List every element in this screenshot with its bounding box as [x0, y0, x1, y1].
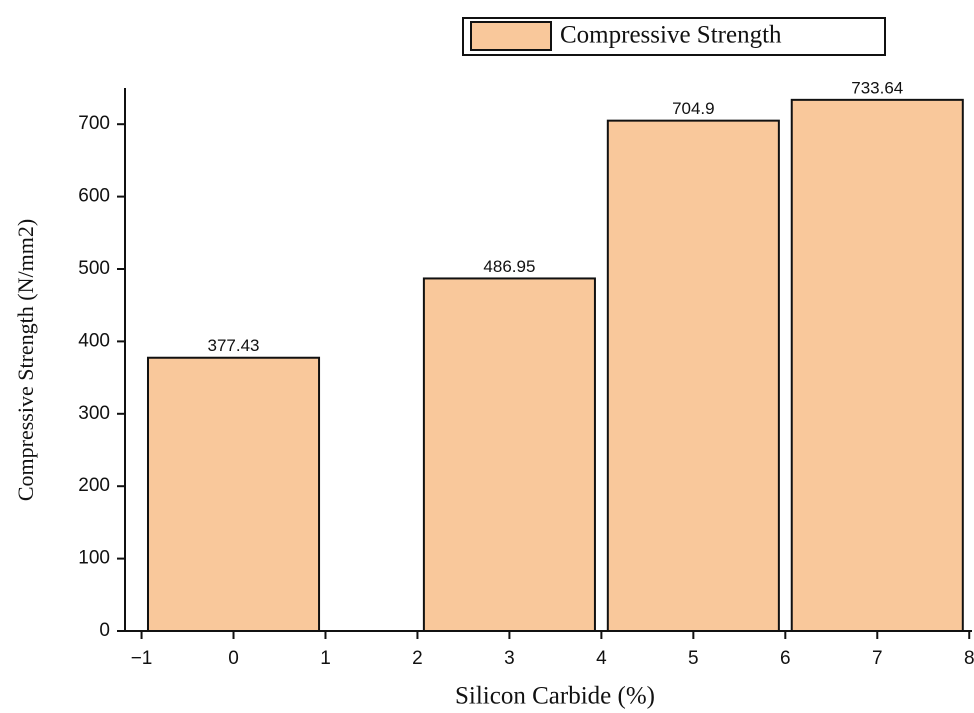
x-tick-label: 0	[228, 648, 239, 669]
y-tick-label: 400	[78, 330, 110, 351]
x-tick-label: −1	[131, 648, 153, 669]
bar	[146, 356, 321, 632]
legend-swatch	[470, 21, 552, 51]
bar	[790, 98, 964, 632]
y-tick-label: 700	[78, 113, 110, 134]
value-label: 733.64	[851, 78, 903, 97]
x-tick-label: 7	[872, 648, 883, 669]
bar	[422, 277, 596, 632]
bar	[606, 119, 780, 632]
y-tick-label: 600	[78, 186, 110, 207]
y-tick-label: 100	[78, 548, 110, 569]
value-label: 377.43	[208, 336, 260, 355]
y-axis-title: Compressive Strength (N/mm2)	[13, 219, 38, 501]
value-label: 486.95	[483, 257, 535, 276]
x-tick-label: 8	[964, 648, 974, 669]
y-tick-label: 300	[78, 403, 110, 424]
x-tick-label: 2	[412, 648, 423, 669]
legend-label: Compressive Strength	[560, 22, 782, 49]
y-tick-label: 200	[78, 475, 110, 496]
x-tick-label: 4	[596, 648, 607, 669]
value-label: 704.9	[672, 99, 715, 118]
x-axis-title: Silicon Carbide (%)	[455, 683, 655, 710]
x-tick-label: 5	[688, 648, 699, 669]
x-tick-label: 1	[320, 648, 331, 669]
y-tick-label: 0	[99, 620, 110, 641]
x-tick-label: 3	[504, 648, 515, 669]
x-tick-label: 6	[780, 648, 791, 669]
y-tick-label: 500	[78, 258, 110, 279]
